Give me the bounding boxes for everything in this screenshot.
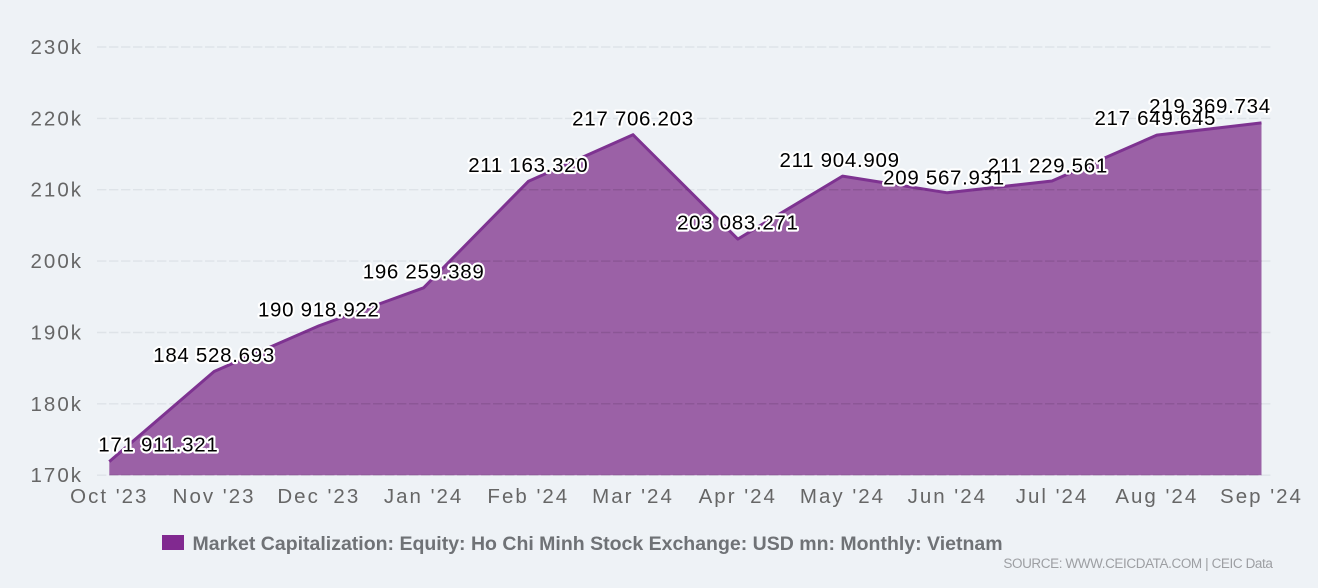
svg-text:217 706.203: 217 706.203 [572,107,694,130]
svg-text:220k: 220k [31,107,83,130]
svg-text:190 918.922: 190 918.922 [258,299,380,322]
svg-text:203 083.271: 203 083.271 [677,212,799,235]
svg-text:May '24: May '24 [800,485,885,508]
svg-text:Feb '24: Feb '24 [487,485,569,508]
svg-text:211 229.561: 211 229.561 [988,154,1108,177]
svg-text:184 528.693: 184 528.693 [153,344,275,367]
svg-text:Aug '24: Aug '24 [1115,485,1198,508]
svg-text:Jul '24: Jul '24 [1016,485,1089,508]
svg-text:SOURCE: WWW.CEICDATA.COM | CEI: SOURCE: WWW.CEICDATA.COM | CEIC Data [1003,556,1273,571]
svg-text:217 706.203: 217 706.203 [572,107,694,130]
svg-text:Market Capitalization: Equity:: Market Capitalization: Equity: Ho Chi Mi… [193,533,1003,555]
svg-text:209 567.931: 209 567.931 [883,167,1005,190]
svg-text:217 649.645: 217 649.645 [1094,107,1216,130]
svg-text:170k: 170k [31,464,83,487]
svg-text:180k: 180k [31,393,83,416]
svg-text:171 911.321: 171 911.321 [98,434,218,457]
svg-text:209 567.931: 209 567.931 [883,167,1005,190]
svg-text:200k: 200k [31,250,83,273]
svg-text:Jun '24: Jun '24 [908,485,987,508]
svg-text:190 918.922: 190 918.922 [258,299,380,322]
svg-text:211 163.320: 211 163.320 [468,154,588,177]
svg-text:184 528.693: 184 528.693 [153,344,275,367]
svg-text:211 229.561: 211 229.561 [988,154,1108,177]
svg-text:Mar '24: Mar '24 [592,485,674,508]
svg-text:203 083.271: 203 083.271 [677,212,799,235]
svg-text:Jan '24: Jan '24 [384,485,463,508]
svg-text:Oct '23: Oct '23 [70,485,148,508]
svg-text:Nov '23: Nov '23 [173,485,256,508]
svg-text:Sep '24: Sep '24 [1220,485,1303,508]
svg-text:217 649.645: 217 649.645 [1094,107,1216,130]
svg-text:211 904.909: 211 904.909 [780,149,900,172]
svg-text:196 259.389: 196 259.389 [363,260,485,283]
svg-text:210k: 210k [31,179,83,202]
svg-text:211 163.320: 211 163.320 [468,154,588,177]
svg-text:219 369.734: 219 369.734 [1149,95,1271,118]
svg-text:Apr '24: Apr '24 [699,485,777,508]
svg-text:Dec '23: Dec '23 [277,485,360,508]
svg-text:230k: 230k [31,36,83,59]
svg-text:171 911.321: 171 911.321 [98,434,218,457]
svg-text:196 259.389: 196 259.389 [363,260,485,283]
svg-text:190k: 190k [31,322,83,345]
svg-text:211 904.909: 211 904.909 [780,149,900,172]
svg-text:219 369.734: 219 369.734 [1149,95,1271,118]
